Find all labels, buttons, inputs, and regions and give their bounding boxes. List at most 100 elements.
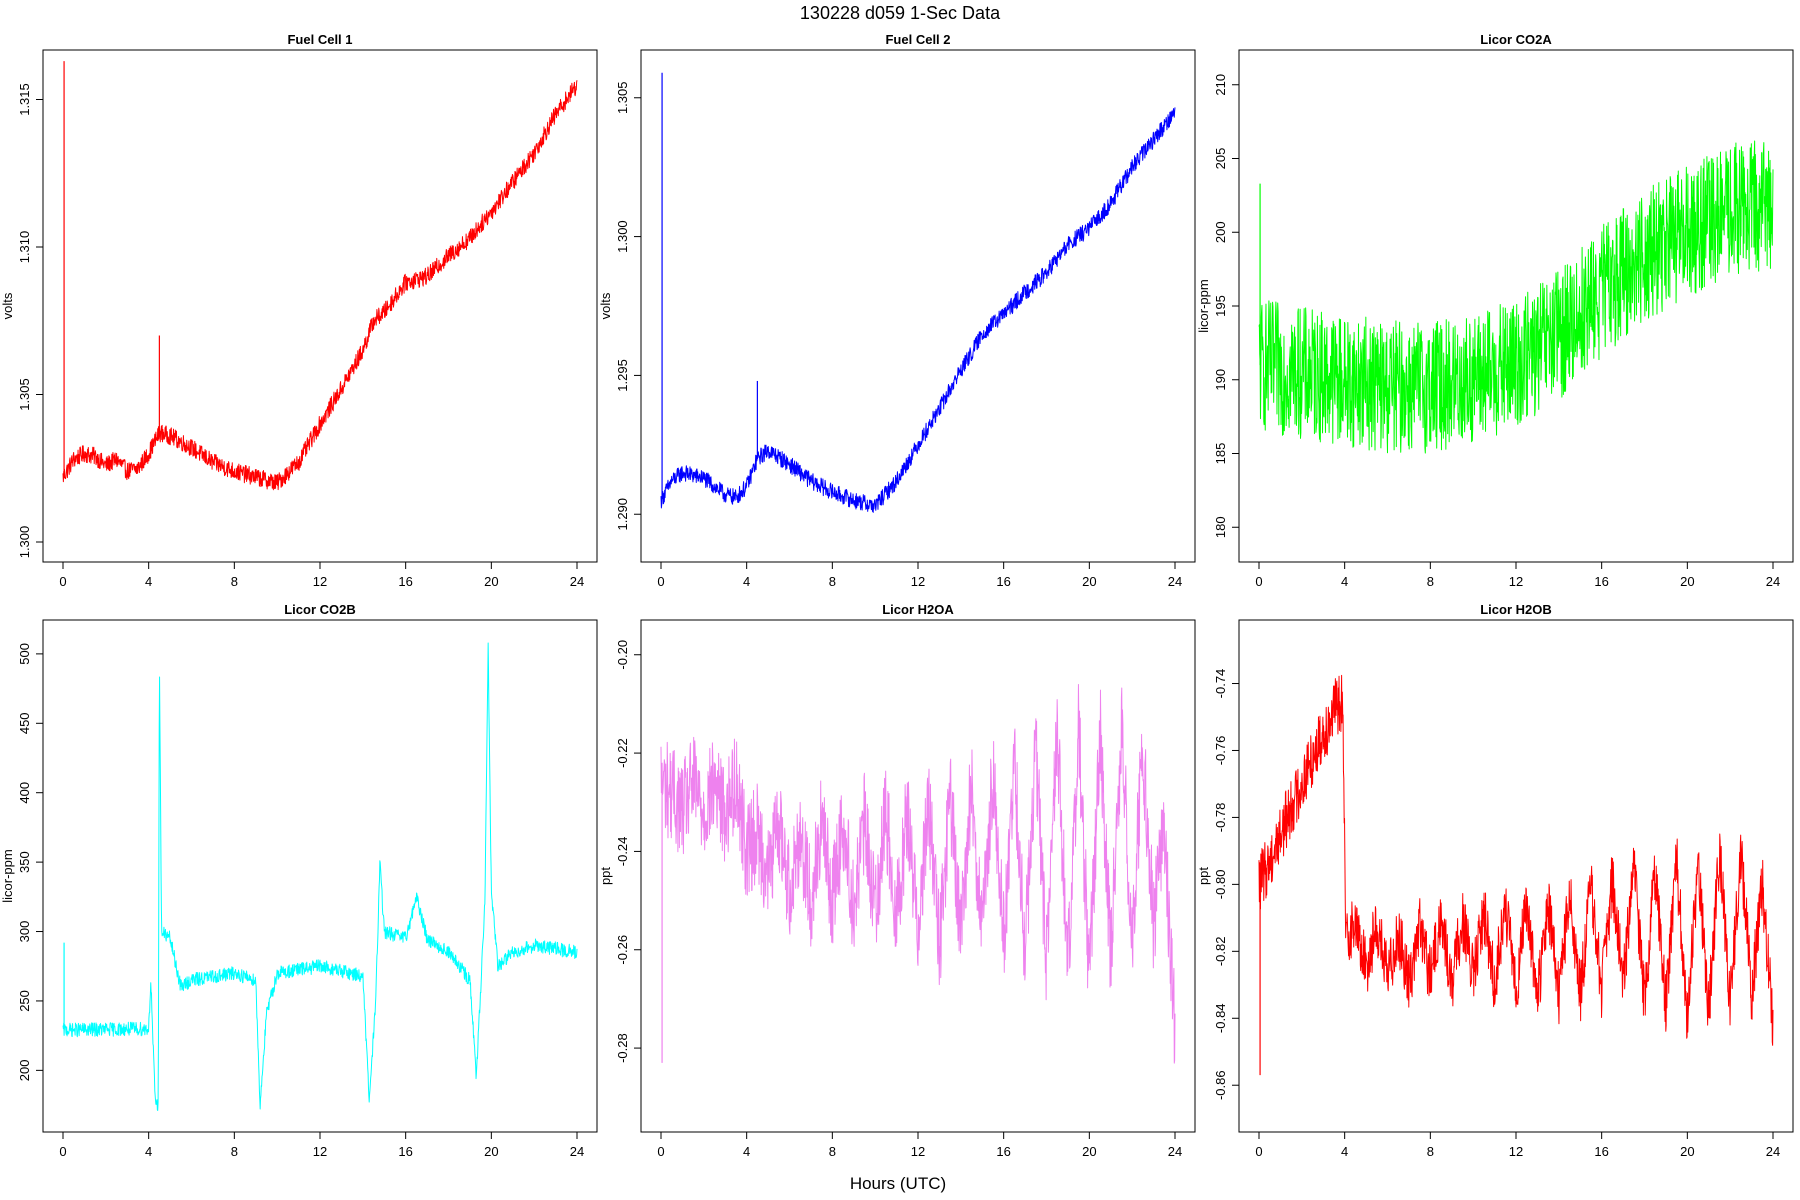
y-tick-label: -0.20 bbox=[615, 640, 630, 670]
x-tick-label: 4 bbox=[743, 574, 750, 589]
y-axis-label: volts bbox=[598, 292, 613, 319]
x-tick-label: 12 bbox=[1509, 1144, 1523, 1159]
plot-frame bbox=[1238, 619, 1794, 1133]
chart-panel-2: Fuel Cell 2 0 4 8 12 16 20 24 1.290 1.295 1.300 1.3… bbox=[598, 32, 1196, 589]
y-tick-label: 190 bbox=[1213, 369, 1228, 391]
x-tick-label: 16 bbox=[996, 1144, 1010, 1159]
x-tick-label: 24 bbox=[1168, 574, 1182, 589]
panels: Fuel Cell 1 0 4 8 12 16 20 24 1.300 1.305 1.310 1.3… bbox=[0, 32, 1794, 1159]
x-tick-label: 24 bbox=[1168, 1144, 1182, 1159]
y-tick-label: 180 bbox=[1213, 516, 1228, 538]
x-tick-label: 20 bbox=[1680, 574, 1694, 589]
chart-panel-1: Fuel Cell 1 0 4 8 12 16 20 24 1.300 1.305 1.310 1.3… bbox=[0, 32, 598, 589]
y-tick-label: -0.24 bbox=[615, 837, 630, 867]
figure-title: 130228 d059 1-Sec Data bbox=[800, 3, 1001, 23]
y-tick-label: 195 bbox=[1213, 295, 1228, 317]
plot-frame bbox=[42, 619, 598, 1133]
panel-title: Fuel Cell 2 bbox=[885, 32, 950, 47]
x-tick-label: 4 bbox=[145, 574, 152, 589]
x-tick-label: 4 bbox=[1341, 574, 1348, 589]
series-line bbox=[660, 107, 1176, 513]
x-tick-label: 0 bbox=[1255, 1144, 1262, 1159]
x-tick-label: 20 bbox=[1680, 1144, 1694, 1159]
x-tick-label: 0 bbox=[59, 1144, 66, 1159]
x-tick-label: 0 bbox=[59, 574, 66, 589]
x-tick-label: 8 bbox=[829, 574, 836, 589]
y-tick-label: -0.84 bbox=[1213, 1003, 1228, 1033]
x-tick-label: 4 bbox=[1341, 1144, 1348, 1159]
x-tick-label: 12 bbox=[1509, 574, 1523, 589]
x-tick-label: 0 bbox=[657, 1144, 664, 1159]
figure-x-axis-label: Hours (UTC) bbox=[850, 1174, 946, 1193]
y-tick-label: 200 bbox=[17, 1060, 32, 1082]
x-tick-label: 20 bbox=[484, 1144, 498, 1159]
y-tick-label: -0.22 bbox=[615, 738, 630, 768]
y-axis-label: licor-ppm bbox=[0, 849, 15, 902]
y-tick-label: -0.86 bbox=[1213, 1070, 1228, 1100]
y-tick-label: 1.315 bbox=[17, 83, 32, 116]
chart-panel-6: Licor H2OB 0 4 8 12 16 20 24 -0.86 -0.84 -0.82 -0.8… bbox=[1196, 602, 1794, 1159]
x-tick-label: 20 bbox=[484, 574, 498, 589]
y-axis-label: ppt bbox=[1196, 867, 1211, 885]
x-tick-label: 8 bbox=[1427, 574, 1434, 589]
x-tick-label: 12 bbox=[911, 574, 925, 589]
plot-frame bbox=[42, 49, 598, 563]
plot-frame bbox=[1238, 49, 1794, 563]
x-tick-label: 12 bbox=[313, 574, 327, 589]
x-tick-label: 8 bbox=[829, 1144, 836, 1159]
x-tick-label: 24 bbox=[570, 1144, 584, 1159]
y-tick-label: -0.80 bbox=[1213, 870, 1228, 900]
x-tick-label: 8 bbox=[1427, 1144, 1434, 1159]
y-tick-label: 1.300 bbox=[615, 220, 630, 253]
y-tick-label: 185 bbox=[1213, 443, 1228, 465]
y-tick-label: 250 bbox=[17, 990, 32, 1012]
y-tick-label: 400 bbox=[17, 782, 32, 804]
x-tick-label: 20 bbox=[1082, 1144, 1096, 1159]
y-tick-label: -0.74 bbox=[1213, 669, 1228, 699]
y-tick-label: 300 bbox=[17, 921, 32, 943]
y-tick-label: -0.78 bbox=[1213, 803, 1228, 833]
x-tick-label: 16 bbox=[1594, 1144, 1608, 1159]
y-tick-label: -0.28 bbox=[615, 1033, 630, 1063]
series-line bbox=[1258, 674, 1774, 1046]
y-tick-label: -0.76 bbox=[1213, 736, 1228, 766]
y-tick-label: 210 bbox=[1213, 74, 1228, 96]
y-axis-label: volts bbox=[0, 292, 15, 319]
y-tick-label: 450 bbox=[17, 712, 32, 734]
x-tick-label: 16 bbox=[1594, 574, 1608, 589]
panel-title: Fuel Cell 1 bbox=[287, 32, 352, 47]
y-axis-label: ppt bbox=[598, 867, 613, 885]
y-tick-label: 1.305 bbox=[615, 81, 630, 114]
y-tick-label: 200 bbox=[1213, 221, 1228, 243]
y-tick-label: 500 bbox=[17, 643, 32, 665]
chart-panel-4: Licor CO2B 0 4 8 12 16 20 24 200 250 300 350 400 450 5… bbox=[0, 602, 598, 1159]
y-tick-label: 1.310 bbox=[17, 231, 32, 264]
x-tick-label: 16 bbox=[996, 574, 1010, 589]
x-tick-label: 12 bbox=[911, 1144, 925, 1159]
series-line bbox=[1258, 140, 1774, 454]
series-line bbox=[660, 684, 1176, 1064]
x-tick-label: 0 bbox=[1255, 574, 1262, 589]
x-tick-label: 8 bbox=[231, 1144, 238, 1159]
plot-frame bbox=[640, 49, 1196, 563]
panel-title: Licor H2OA bbox=[882, 602, 954, 617]
panel-title: Licor CO2A bbox=[1480, 32, 1552, 47]
series-line bbox=[62, 80, 578, 491]
x-tick-label: 20 bbox=[1082, 574, 1096, 589]
y-axis-label: licor-ppm bbox=[1196, 279, 1211, 332]
x-tick-label: 4 bbox=[145, 1144, 152, 1159]
x-tick-label: 24 bbox=[1766, 574, 1780, 589]
panel-title: Licor H2OB bbox=[1480, 602, 1552, 617]
x-tick-label: 8 bbox=[231, 574, 238, 589]
plot-frame bbox=[640, 619, 1196, 1133]
x-tick-label: 24 bbox=[1766, 1144, 1780, 1159]
y-tick-label: 1.290 bbox=[615, 498, 630, 531]
y-tick-label: 1.295 bbox=[615, 359, 630, 392]
y-tick-label: 1.300 bbox=[17, 526, 32, 559]
y-tick-label: -0.26 bbox=[615, 935, 630, 965]
y-tick-label: 1.305 bbox=[17, 378, 32, 411]
y-tick-label: -0.82 bbox=[1213, 936, 1228, 966]
x-tick-label: 24 bbox=[570, 574, 584, 589]
x-tick-label: 16 bbox=[398, 574, 412, 589]
